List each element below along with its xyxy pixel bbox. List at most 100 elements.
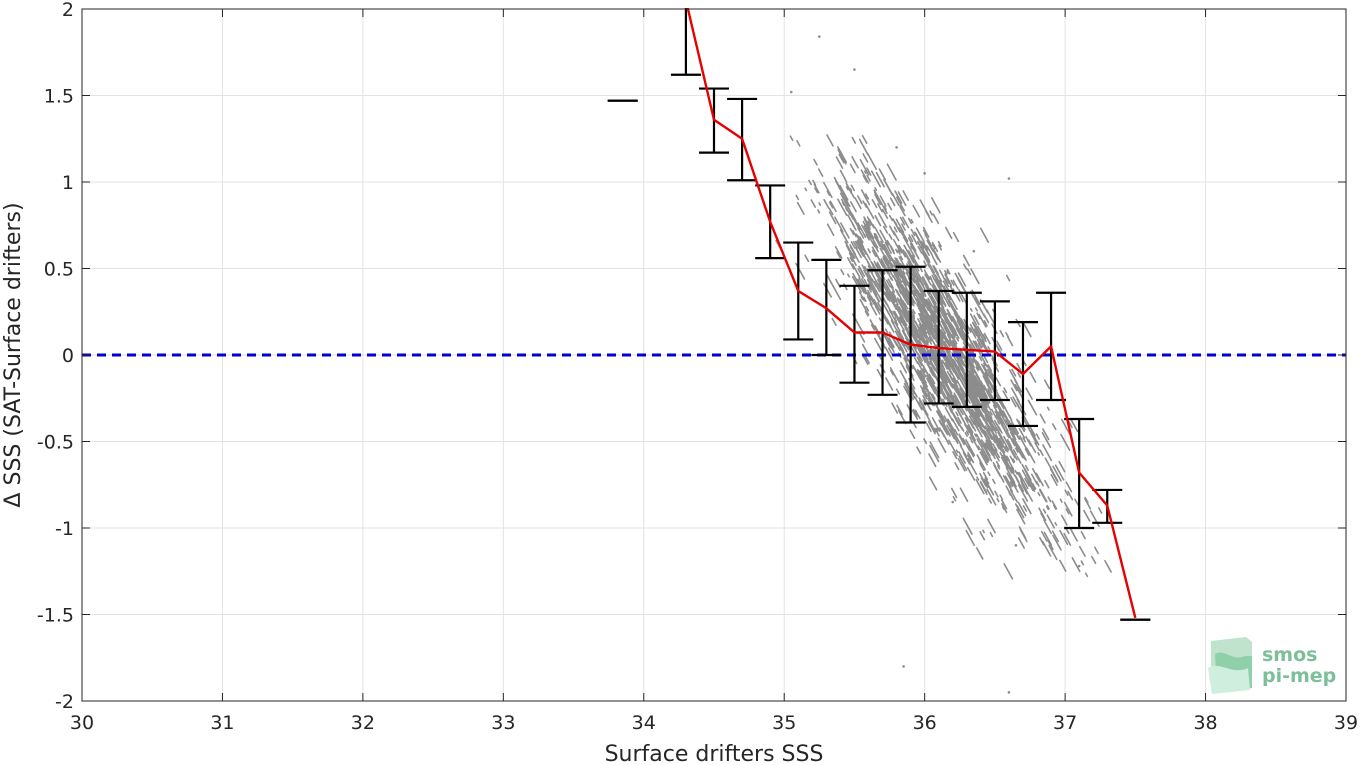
scatter-point: [966, 466, 976, 481]
scatter-point: [882, 205, 888, 215]
logo-text-pimep: pi-mep: [1262, 665, 1336, 687]
error-bar: [670, 6, 701, 76]
scatter-point: [979, 531, 986, 541]
scatter-point: [1029, 371, 1037, 383]
scatter-point: [1014, 469, 1019, 475]
scatter-point: [874, 215, 882, 227]
scatter-point: [890, 285, 896, 293]
scatter-point: [840, 268, 845, 276]
scatter-point: [1004, 446, 1009, 453]
scatter-point: [1084, 497, 1092, 510]
scatter-point: [899, 346, 904, 354]
scatter-point: [985, 454, 990, 461]
scatter-point: [861, 264, 867, 272]
scatter-point: [1010, 387, 1021, 403]
scatter-point: [1012, 458, 1016, 463]
scatter-point: [916, 370, 924, 383]
scatter-point: [1047, 496, 1052, 503]
scatter-point: [901, 223, 906, 231]
scatter-point: [973, 341, 978, 347]
scatter-point: [939, 414, 946, 424]
scatter-point: [946, 424, 956, 440]
scatter-point: [921, 338, 927, 347]
scatter-point: [867, 232, 872, 239]
scatter-point: [881, 261, 888, 271]
scatter-point: [978, 355, 983, 362]
scatter-point: [952, 279, 959, 290]
y-tick-label: 0: [62, 345, 74, 367]
x-tick-label: 38: [1193, 712, 1217, 734]
scatter-point: [918, 332, 924, 339]
scatter-point: [944, 270, 948, 276]
scatter-point: [956, 379, 964, 391]
scatter-point: [964, 417, 969, 424]
scatter-point: [852, 229, 857, 238]
scatter-point: [857, 268, 864, 279]
scatter-point: [982, 529, 985, 534]
scatter-point: [941, 318, 946, 324]
scatter-point: [891, 291, 898, 302]
scatter-point: [939, 363, 948, 378]
scatter-point: [1078, 545, 1086, 557]
scatter-point: [1006, 439, 1012, 447]
scatter-point: [982, 431, 993, 450]
scatter-point: [923, 260, 928, 267]
scatter-point: [1016, 386, 1022, 394]
scatter-point: [860, 189, 868, 200]
scatter-point: [1037, 452, 1040, 456]
scatter-point: [857, 235, 863, 244]
scatter-point: [1060, 418, 1071, 435]
scatter-point: [946, 340, 951, 347]
scatter-point: [921, 324, 927, 331]
scatter-point: [976, 454, 987, 471]
scatter-point: [980, 403, 985, 409]
scatter-point: [918, 370, 927, 384]
scatter-point: [898, 282, 903, 288]
scatter-point: [893, 310, 902, 324]
scatter-point: [957, 458, 966, 472]
scatter-point: [859, 236, 864, 244]
scatter-point: [980, 439, 987, 448]
scatter-point: [930, 323, 937, 333]
scatter-point: [952, 350, 962, 366]
scatter-point: [931, 417, 941, 432]
scatter-point: [926, 374, 937, 392]
scatter-point: [977, 334, 988, 351]
scatter-point: [912, 204, 921, 218]
y-tick-label: 0.5: [44, 259, 74, 281]
scatter-point: [923, 347, 929, 356]
scatter-point: [854, 246, 862, 259]
scatter-point: [996, 340, 1003, 351]
scatter-point: [889, 197, 896, 207]
scatter-point: [954, 462, 960, 471]
scatter-point: [853, 68, 856, 71]
scatter-point: [931, 393, 936, 400]
scatter-point: [881, 245, 885, 250]
scatter-point: [1008, 491, 1012, 496]
scatter-point: [983, 313, 990, 324]
scatter-point: [1027, 399, 1038, 416]
scatter-point: [978, 424, 984, 434]
scatter-point: [966, 457, 978, 476]
scatter-point: [856, 240, 863, 251]
scatter-point: [1014, 379, 1023, 393]
scatter-point: [983, 356, 989, 364]
scatter-point: [846, 183, 853, 195]
scatter-point: [995, 438, 1002, 449]
scatter-point: [953, 360, 958, 367]
scatter-point: [1026, 473, 1036, 491]
scatter-point: [932, 348, 938, 358]
scatter-point: [1014, 544, 1018, 547]
scatter-point: [990, 408, 998, 421]
error-bar: [839, 284, 870, 384]
scatter-point: [851, 156, 859, 169]
scatter-point: [931, 241, 939, 253]
scatter-point: [980, 421, 986, 430]
scatter-point: [913, 248, 919, 259]
scatter-point: [919, 312, 927, 326]
scatter-point: [1011, 368, 1017, 377]
scatter-point: [890, 319, 895, 325]
scatter-point: [937, 437, 947, 453]
scatter-point: [859, 298, 870, 316]
scatter-point: [925, 210, 933, 223]
